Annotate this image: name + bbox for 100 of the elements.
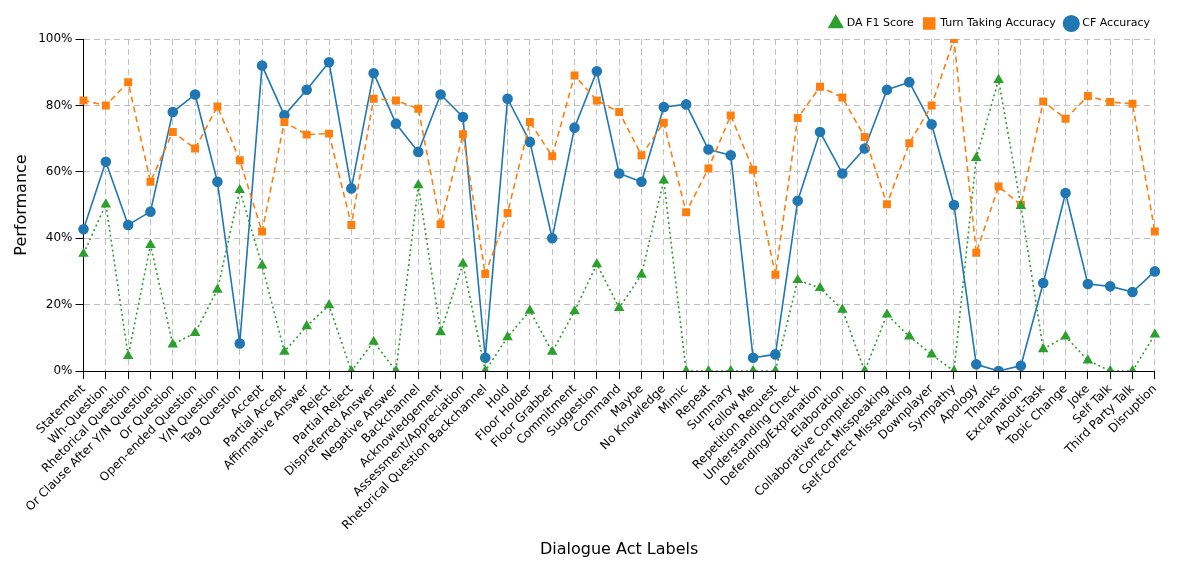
- point: [280, 118, 289, 126]
- point: [613, 168, 625, 179]
- point: [592, 96, 601, 105]
- point: [213, 102, 222, 111]
- point: [414, 104, 423, 113]
- point: [413, 179, 423, 189]
- point: [525, 118, 534, 126]
- point: [546, 232, 558, 244]
- point: [926, 119, 937, 130]
- point: [883, 200, 891, 209]
- point: [1083, 92, 1092, 101]
- y-tick-label: 20%: [45, 296, 73, 311]
- point: [368, 336, 379, 345]
- point: [1061, 114, 1070, 123]
- point: [368, 67, 379, 79]
- point: [814, 126, 826, 138]
- point: [1127, 286, 1138, 298]
- point: [882, 309, 892, 318]
- point: [123, 350, 133, 360]
- point: [1015, 360, 1027, 371]
- point: [145, 206, 156, 217]
- point: [837, 168, 848, 179]
- point: [234, 338, 246, 349]
- point: [1037, 277, 1049, 289]
- point: [1128, 99, 1137, 108]
- point: [548, 152, 557, 161]
- point: [525, 305, 535, 314]
- point: [749, 165, 758, 174]
- point: [481, 270, 490, 279]
- point: [704, 164, 713, 173]
- point: [747, 352, 759, 364]
- point: [1150, 227, 1159, 236]
- point: [301, 84, 312, 96]
- legend-label: DA F1 Score: [846, 16, 914, 30]
- point: [78, 223, 89, 235]
- point: [547, 346, 557, 355]
- point: [458, 258, 468, 267]
- point: [1082, 278, 1094, 290]
- point: [859, 143, 870, 154]
- point: [435, 326, 446, 336]
- point: [837, 304, 848, 313]
- point: [347, 220, 356, 229]
- point: [412, 146, 424, 158]
- legend-label: Turn Taking Accuracy: [939, 16, 1057, 30]
- point: [101, 101, 110, 110]
- point: [569, 122, 580, 133]
- point: [168, 339, 178, 348]
- point: [325, 129, 333, 138]
- point: [770, 349, 781, 360]
- point: [212, 176, 223, 188]
- point: [569, 305, 580, 315]
- point: [257, 260, 267, 269]
- point: [570, 71, 579, 80]
- point: [100, 156, 112, 168]
- point: [614, 302, 624, 311]
- point: [503, 208, 512, 217]
- point: [948, 199, 960, 211]
- y-axis-title: Performance: [10, 154, 30, 256]
- point: [502, 331, 513, 341]
- point: [881, 84, 893, 96]
- point: [904, 76, 915, 88]
- point: [279, 346, 290, 355]
- point: [994, 182, 1003, 191]
- point: [726, 111, 735, 120]
- point: [725, 149, 737, 161]
- point: [1083, 355, 1093, 364]
- y-tick-label: 100%: [38, 31, 73, 46]
- point: [680, 99, 692, 110]
- point: [390, 118, 402, 129]
- point: [1104, 281, 1116, 292]
- y-tick-label: 40%: [45, 230, 73, 245]
- point: [682, 208, 691, 217]
- point: [703, 144, 714, 155]
- point: [101, 199, 111, 208]
- legend-label: CF Accuracy: [1082, 16, 1151, 30]
- point: [815, 282, 825, 292]
- point: [190, 327, 200, 336]
- point: [636, 269, 647, 278]
- point: [971, 152, 981, 161]
- point: [659, 118, 668, 127]
- point: [636, 176, 647, 188]
- point: [816, 82, 825, 91]
- point: [369, 94, 378, 103]
- point: [993, 74, 1004, 83]
- point: [1106, 98, 1115, 107]
- point: [189, 89, 201, 100]
- point: [1150, 329, 1160, 338]
- point: [146, 177, 155, 186]
- point: [792, 195, 804, 206]
- point: [1149, 266, 1161, 277]
- point: [1039, 97, 1048, 106]
- point: [235, 156, 244, 165]
- point: [637, 151, 646, 160]
- point: [904, 331, 915, 340]
- point: [793, 114, 802, 122]
- point: [615, 108, 624, 117]
- point: [905, 139, 914, 148]
- point: [391, 96, 400, 105]
- point: [235, 184, 245, 194]
- point: [502, 93, 513, 105]
